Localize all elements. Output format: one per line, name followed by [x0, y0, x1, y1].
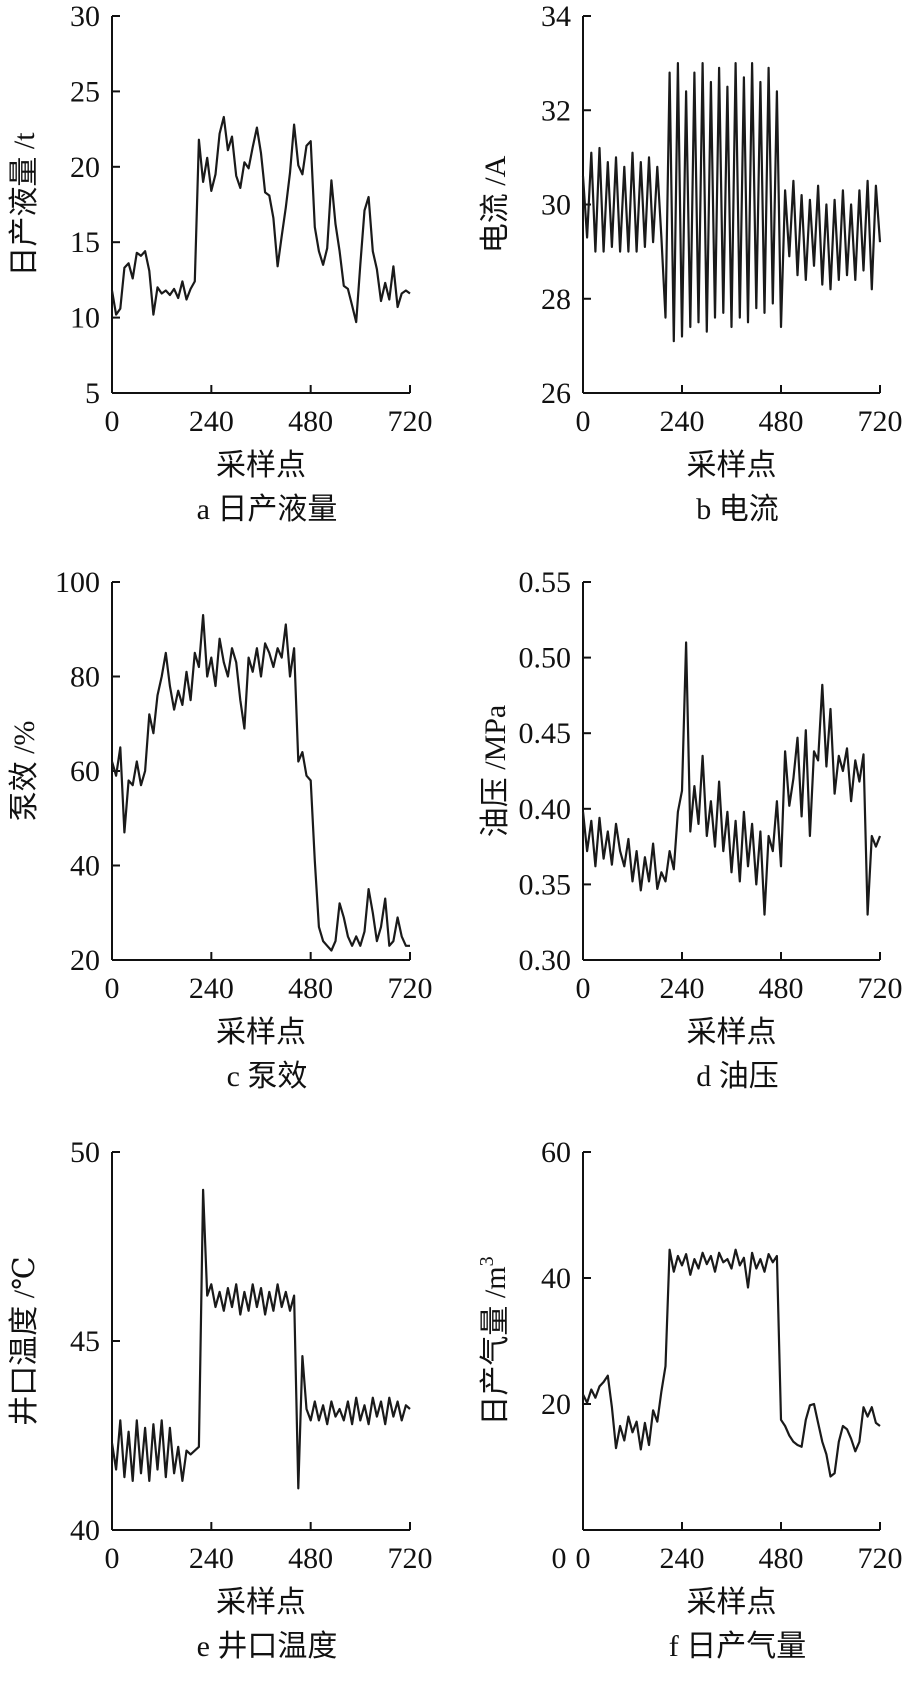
panel-d: 0 240 480 720 0.30 0.35 0.40 0.45 0.50 0.55 采样点 油压 …	[479, 566, 903, 1093]
y-tick-label: 60	[70, 755, 100, 788]
panel-caption: a 日产液量	[197, 493, 338, 526]
panel-caption: e 井口温度	[197, 1630, 338, 1663]
x-tick-label: 240	[189, 1542, 234, 1575]
x-tick-label: 720	[858, 405, 903, 438]
panel-caption: c 泵效	[227, 1060, 308, 1093]
y-tick-label: 34	[541, 0, 571, 33]
y-tick-label: 80	[70, 661, 100, 694]
series-line	[110, 1188, 411, 1490]
y-tick-label: 40	[70, 850, 100, 883]
y-tick-label: 0.45	[519, 717, 572, 750]
x-tick-label: 720	[858, 972, 903, 1005]
y-tick-label: 0.50	[519, 642, 572, 675]
y-tick-label: 40	[541, 1262, 571, 1295]
y-tick-label: 60	[541, 1136, 571, 1169]
y-axis-label: 油压 /MPa	[479, 705, 512, 838]
x-tick-label: 480	[759, 405, 804, 438]
x-axis-label: 采样点	[216, 1586, 306, 1619]
y-tick-label: 25	[70, 75, 100, 108]
x-tick-label: 480	[288, 972, 333, 1005]
y-tick-label: 20	[70, 151, 100, 184]
y-tick-label: 32	[541, 94, 571, 127]
panel-c: 0 240 480 720 20 40 60 80 100 采样点 泵效 /% c 泵效	[8, 566, 433, 1093]
series-line	[581, 61, 882, 343]
panel-e: 0 240 480 720 40 45 50 采样点 井口温度 /℃ e 井口温度	[8, 1136, 433, 1663]
y-tick-label: 10	[70, 302, 100, 335]
y-axis-label: 井口温度 /℃	[8, 1256, 41, 1425]
y-tick-label: 15	[70, 226, 100, 259]
panel-caption: b 电流	[696, 493, 779, 526]
y-tick-label: 26	[541, 377, 571, 410]
y-tick-label: 5	[85, 377, 100, 410]
x-tick-label: 0	[576, 1542, 591, 1575]
x-tick-label: 240	[660, 1542, 705, 1575]
y-tick-label: 30	[541, 189, 571, 222]
series-line	[110, 115, 411, 324]
y-axis-label: 日产气量 /m3	[476, 1256, 512, 1425]
x-tick-label: 720	[858, 1542, 903, 1575]
x-tick-label: 240	[660, 405, 705, 438]
x-tick-label: 0	[576, 972, 591, 1005]
x-tick-label: 480	[288, 1542, 333, 1575]
x-tick-label: 720	[388, 972, 433, 1005]
y-tick-label: 0.55	[519, 566, 572, 599]
y-tick-label: 28	[541, 283, 571, 316]
y-tick-label: 50	[70, 1136, 100, 1169]
y-axis-label: 日产液量 /t	[8, 132, 41, 277]
x-tick-label: 240	[189, 972, 234, 1005]
x-axis-label: 采样点	[687, 1586, 777, 1619]
series-line	[110, 613, 410, 952]
y-tick-label: 0.35	[519, 868, 572, 901]
x-tick-label: 720	[388, 1542, 433, 1575]
y-axis-label: 电流 /A	[479, 155, 512, 253]
panel-a: 0 240 480 720 5 10 15 20 25 30 采样点 日产液量 /t a 日产液量	[8, 0, 433, 526]
x-tick-label: 0	[576, 405, 591, 438]
y-axis-label-main: 日产气量 /m	[479, 1266, 512, 1425]
y-axis-label-superscript: 3	[476, 1256, 498, 1266]
x-axis-label: 采样点	[216, 449, 306, 482]
x-tick-label: 480	[288, 405, 333, 438]
x-tick-label: 0	[105, 405, 120, 438]
y-tick-label: 20	[70, 944, 100, 977]
panel-caption: d 油压	[696, 1060, 779, 1093]
panel-b: 0 240 480 720 26 28 30 32 34 采样点 电流 /A b 电流	[479, 0, 903, 526]
panel-f: 0 240 480 720 20 40 60 0 采样点 日产气量 /m3 f 日产气量	[476, 1136, 903, 1663]
y-tick-label: 0	[552, 1542, 567, 1575]
x-tick-label: 480	[759, 1542, 804, 1575]
x-tick-label: 720	[388, 405, 433, 438]
y-tick-label: 40	[70, 1514, 100, 1547]
x-tick-label: 240	[660, 972, 705, 1005]
y-tick-label: 20	[541, 1388, 571, 1421]
y-axis-label: 泵效 /%	[8, 721, 41, 822]
y-tick-label: 45	[70, 1325, 100, 1358]
series-line	[582, 1248, 881, 1478]
y-tick-label: 0.40	[519, 793, 572, 826]
x-axis-label: 采样点	[216, 1016, 306, 1049]
y-tick-label: 100	[55, 566, 100, 599]
x-tick-label: 240	[189, 405, 234, 438]
series-line	[581, 641, 882, 916]
y-tick-label: 0.30	[519, 944, 572, 977]
x-axis-label: 采样点	[687, 1016, 777, 1049]
x-tick-label: 0	[105, 972, 120, 1005]
x-tick-label: 0	[105, 1542, 120, 1575]
panel-caption: f 日产气量	[669, 1630, 807, 1663]
x-axis-label: 采样点	[687, 449, 777, 482]
x-tick-label: 480	[759, 972, 804, 1005]
y-tick-label: 30	[70, 0, 100, 33]
